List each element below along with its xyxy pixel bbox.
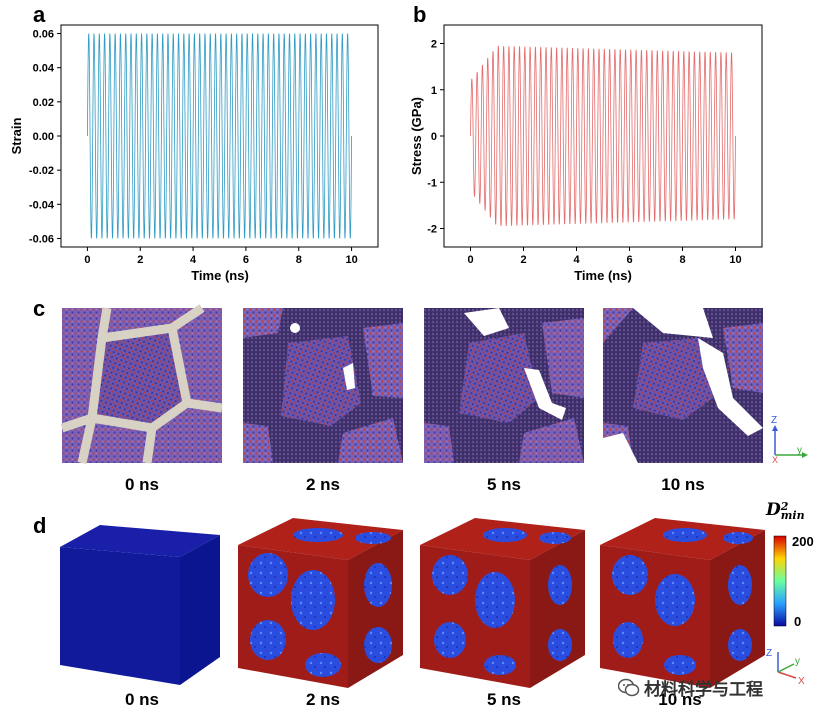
x-tick-label: 8: [296, 254, 302, 266]
x-tick-label: 10: [345, 254, 357, 266]
cube-2ns: [238, 518, 403, 688]
y-tick-label: -1: [427, 177, 437, 189]
cube-5ns: [420, 518, 585, 688]
panel-label-b: b: [413, 2, 427, 27]
watermark-text: 材料科学与工程: [644, 680, 763, 700]
colorbar-title-main: D: [766, 500, 781, 520]
x-tick-label: 4: [190, 254, 197, 266]
time-label-d-2: 5 ns: [486, 690, 522, 709]
x-tick-label: 8: [679, 254, 685, 266]
strain-chart: 0 2 4 6 8 10 0.06 0.04 0.02 0.00 -0.02 -0.04 -0.06 T…: [9, 24, 379, 283]
y-axis-label: Stress (GPa): [409, 97, 424, 175]
time-label-d-0: 0 ns: [124, 690, 160, 709]
strain-series-line: [87, 33, 352, 239]
watermark: 材料科学与工程: [618, 675, 763, 700]
y-tick-label: 0.02: [33, 97, 54, 109]
colorbar: [773, 535, 787, 627]
y-tick-label: 2: [431, 39, 437, 51]
axis-z-label: Z: [766, 648, 772, 659]
y-axis-label: Strain: [9, 118, 24, 155]
axis-y-label: y: [797, 445, 802, 456]
time-label-d-3: 10 ns: [658, 690, 702, 709]
axis-z-label: Z: [771, 415, 777, 426]
x-tick-label: 10: [729, 254, 741, 266]
x-tick-label: 6: [626, 254, 632, 266]
colorbar-title-sup: 2: [780, 499, 789, 513]
y-tick-label: 0: [431, 131, 437, 143]
x-tick-label: 4: [573, 254, 580, 266]
snapshot-2ns: [243, 308, 403, 463]
axis-triad-c: Z X y: [771, 415, 808, 465]
cube-0ns: [60, 525, 220, 685]
x-axis-label: Time (ns): [191, 268, 249, 283]
axis-triad-d: Z X y: [766, 648, 805, 687]
x-tick-label: 2: [137, 254, 143, 266]
y-tick-label: -2: [427, 224, 437, 236]
snapshot-10ns: [603, 308, 763, 463]
y-tick-label: -0.02: [29, 165, 54, 177]
snapshot-5ns: [424, 308, 584, 463]
y-tick-label: 1: [431, 85, 437, 97]
cube-10ns: [600, 518, 765, 688]
stress-series-line: [470, 45, 736, 227]
panel-label-c: c: [33, 296, 46, 321]
y-tick-label: 0.00: [33, 131, 54, 143]
y-tick-label: 0.06: [33, 29, 54, 41]
time-label-c-1: 2 ns: [305, 475, 341, 494]
panel-label-a: a: [33, 2, 46, 27]
y-tick-label: -0.06: [29, 233, 54, 245]
colorbar-title: D 2 min: [766, 499, 805, 522]
snapshot-row-c: Z X y: [60, 304, 808, 465]
time-label-c-2: 5 ns: [486, 475, 522, 494]
panel-label-d: d: [33, 513, 47, 538]
time-label-c-0: 0 ns: [124, 475, 160, 494]
axis-x-label: X: [798, 676, 805, 687]
x-tick-label: 2: [520, 254, 526, 266]
wechat-icon: [618, 678, 640, 696]
colorbar-title-sub: min: [780, 508, 805, 522]
x-tick-label: 6: [243, 254, 249, 266]
cube-row-d: 200 0 Z X y: [60, 518, 814, 688]
axis-x-label: X: [772, 455, 778, 465]
x-axis-label: Time (ns): [574, 268, 632, 283]
axis-y-label: y: [795, 656, 800, 667]
colorbar-min-label: 0: [794, 614, 801, 629]
time-label-c-3: 10 ns: [661, 475, 705, 494]
time-label-d-1: 2 ns: [305, 690, 341, 709]
x-tick-label: 0: [84, 254, 90, 266]
y-tick-label: 0.04: [33, 63, 55, 75]
snapshot-0ns: [60, 304, 223, 464]
colorbar-max-label: 200: [792, 534, 814, 549]
y-tick-label: -0.04: [29, 199, 55, 211]
x-tick-label: 0: [467, 254, 473, 266]
